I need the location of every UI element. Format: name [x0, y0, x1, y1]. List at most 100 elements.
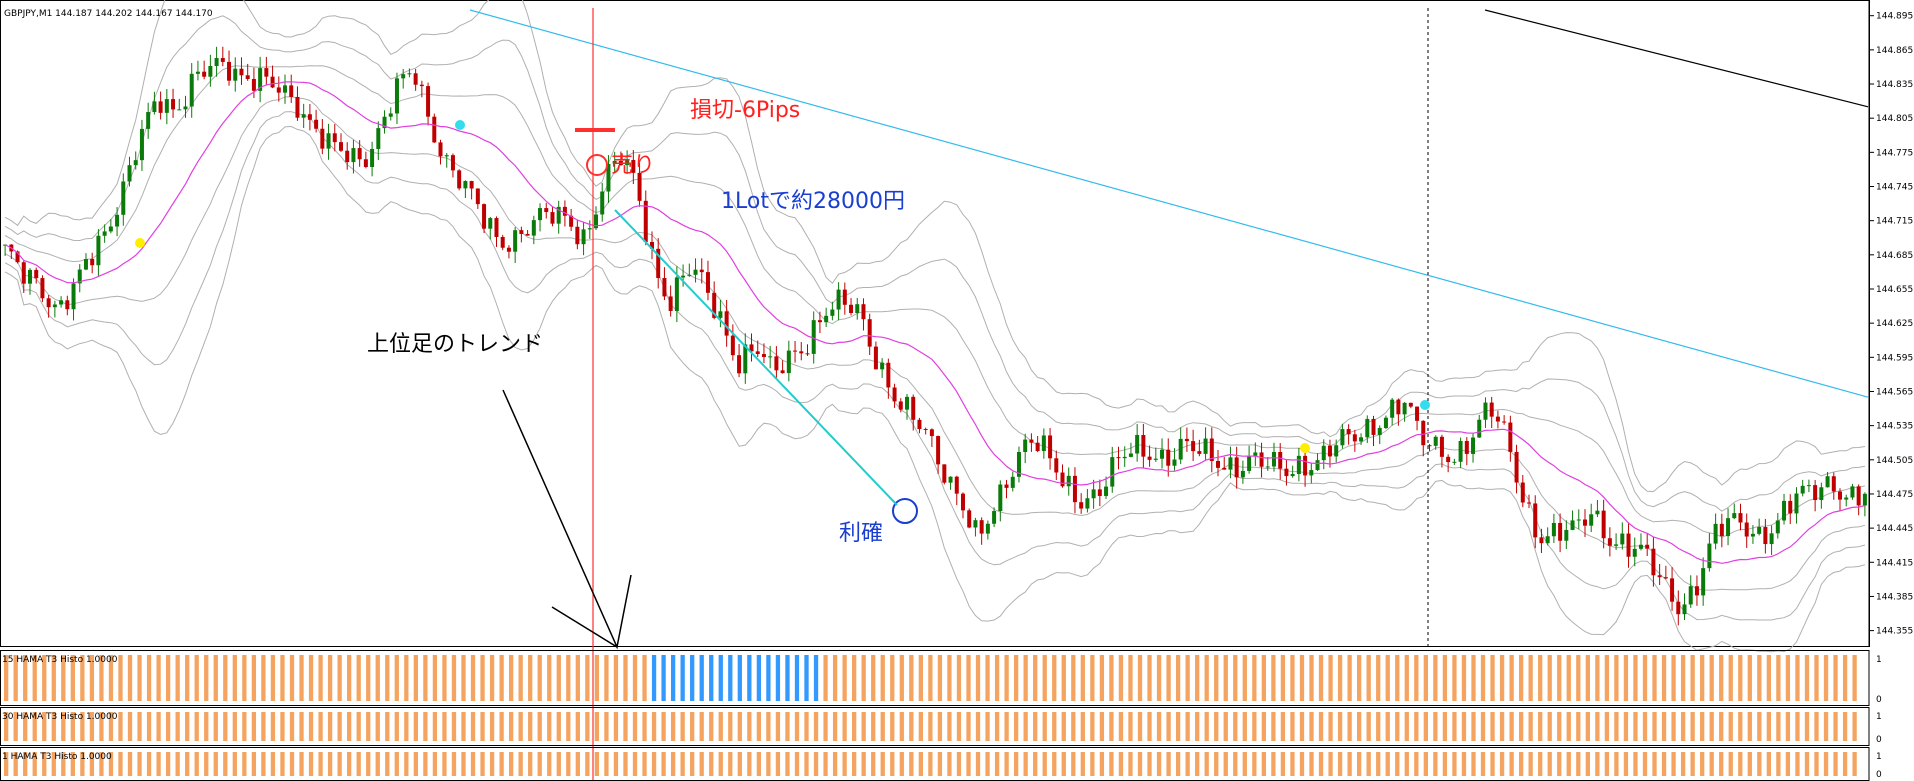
candle-body	[1713, 523, 1718, 544]
histogram-bar	[1547, 752, 1552, 776]
candle-body	[1415, 406, 1420, 421]
candle-body	[1303, 455, 1308, 476]
histogram-bar	[137, 752, 142, 776]
trend-annotation: 上位足のトレンド	[367, 332, 543, 357]
candle-body	[1265, 466, 1270, 468]
histogram-bar	[1480, 752, 1486, 776]
histogram-bar	[1004, 752, 1009, 776]
candle-body	[786, 350, 791, 374]
histogram-bar	[42, 712, 47, 741]
histogram-bar	[947, 712, 952, 741]
histogram-bar	[70, 752, 75, 776]
histogram-bar	[966, 655, 971, 701]
histogram-bar	[1595, 712, 1600, 741]
candle-body	[612, 160, 617, 164]
candle-body	[562, 206, 567, 216]
histogram-bar	[928, 712, 933, 741]
candle-body	[662, 278, 667, 297]
histogram-bar	[165, 712, 171, 741]
candle-body	[401, 74, 406, 79]
candle-body	[394, 78, 399, 114]
candle-body	[83, 259, 88, 270]
histogram-bar	[1404, 752, 1409, 776]
histogram-bar	[146, 752, 152, 776]
histogram-bar	[1842, 712, 1848, 741]
histogram-bar	[1566, 712, 1571, 741]
histogram-bar	[194, 655, 199, 701]
histogram-bar	[1042, 712, 1047, 741]
histogram-bar	[1137, 712, 1143, 741]
candle-body	[985, 523, 990, 534]
price-tick-label: 144.385	[1876, 592, 1913, 602]
histogram-bar	[1804, 752, 1810, 776]
histogram-bar	[89, 655, 95, 701]
candle-body	[1520, 482, 1525, 503]
histogram-bar	[442, 712, 447, 741]
histogram-bar	[680, 655, 685, 701]
histogram-bar	[1195, 712, 1200, 741]
candle-body	[1638, 544, 1643, 549]
histogram-bar	[1833, 712, 1838, 741]
candle-body	[1452, 461, 1457, 463]
histogram-bar	[366, 752, 371, 776]
histogram-bar	[604, 752, 609, 776]
candle-body	[905, 396, 910, 410]
histogram-bar	[1337, 712, 1343, 741]
histogram-bar	[1318, 655, 1324, 701]
histogram-bar	[709, 655, 714, 701]
histogram-bar	[899, 655, 904, 701]
histogram-bar	[1261, 655, 1267, 701]
histogram-bar	[1804, 712, 1810, 741]
histogram-bar	[1833, 655, 1838, 701]
histogram-bar	[308, 752, 314, 776]
candle-body	[1116, 457, 1121, 459]
histogram-bar	[423, 655, 428, 701]
histogram-bar	[1652, 752, 1657, 776]
candle-body	[469, 181, 474, 189]
histogram-bar	[1347, 712, 1352, 741]
histogram-bar	[489, 655, 495, 701]
histogram-bar	[1499, 655, 1505, 701]
histogram-bar	[1633, 655, 1638, 701]
histogram-bar	[1061, 655, 1066, 701]
candle-body	[1800, 485, 1805, 494]
histogram-bar	[871, 752, 876, 776]
price-tick-label: 144.355	[1876, 627, 1913, 637]
histogram-bar	[70, 712, 75, 741]
histogram-bar	[1099, 655, 1105, 701]
candle-body	[1750, 533, 1755, 537]
candle-body	[1383, 417, 1388, 428]
histogram-bar	[204, 712, 209, 741]
histogram-bar	[318, 655, 323, 701]
histogram-bar	[404, 655, 409, 701]
histogram-bar	[61, 752, 66, 776]
candle-body	[1446, 456, 1451, 463]
histogram-bar	[1738, 712, 1743, 741]
candle-body	[836, 289, 841, 310]
candle-body	[1228, 457, 1233, 470]
histogram-bar	[204, 655, 209, 701]
candle-body	[1023, 439, 1028, 452]
histogram-bar	[451, 752, 457, 776]
histogram-bar	[1804, 655, 1810, 701]
histogram-bar	[80, 712, 85, 741]
candlesticks	[3, 46, 1867, 626]
price-tick-label: 144.535	[1876, 422, 1913, 432]
histogram-bar	[194, 712, 199, 741]
candle-body	[1060, 472, 1065, 487]
candle-body	[668, 296, 673, 311]
candle-body	[600, 191, 605, 215]
candle-body	[450, 155, 455, 171]
histogram-bar	[280, 752, 285, 776]
histogram-bar	[737, 752, 742, 776]
histogram-bar	[1528, 712, 1533, 741]
histogram-bar	[1023, 712, 1028, 741]
histogram-bar	[461, 655, 466, 701]
histogram-bar	[318, 752, 323, 776]
candle-body	[1278, 451, 1283, 469]
buy-signal-marker	[135, 238, 145, 248]
candle-body	[581, 229, 586, 245]
histogram-bar	[1776, 712, 1781, 741]
histogram-bar	[1728, 712, 1733, 741]
histogram-bar	[356, 712, 361, 741]
